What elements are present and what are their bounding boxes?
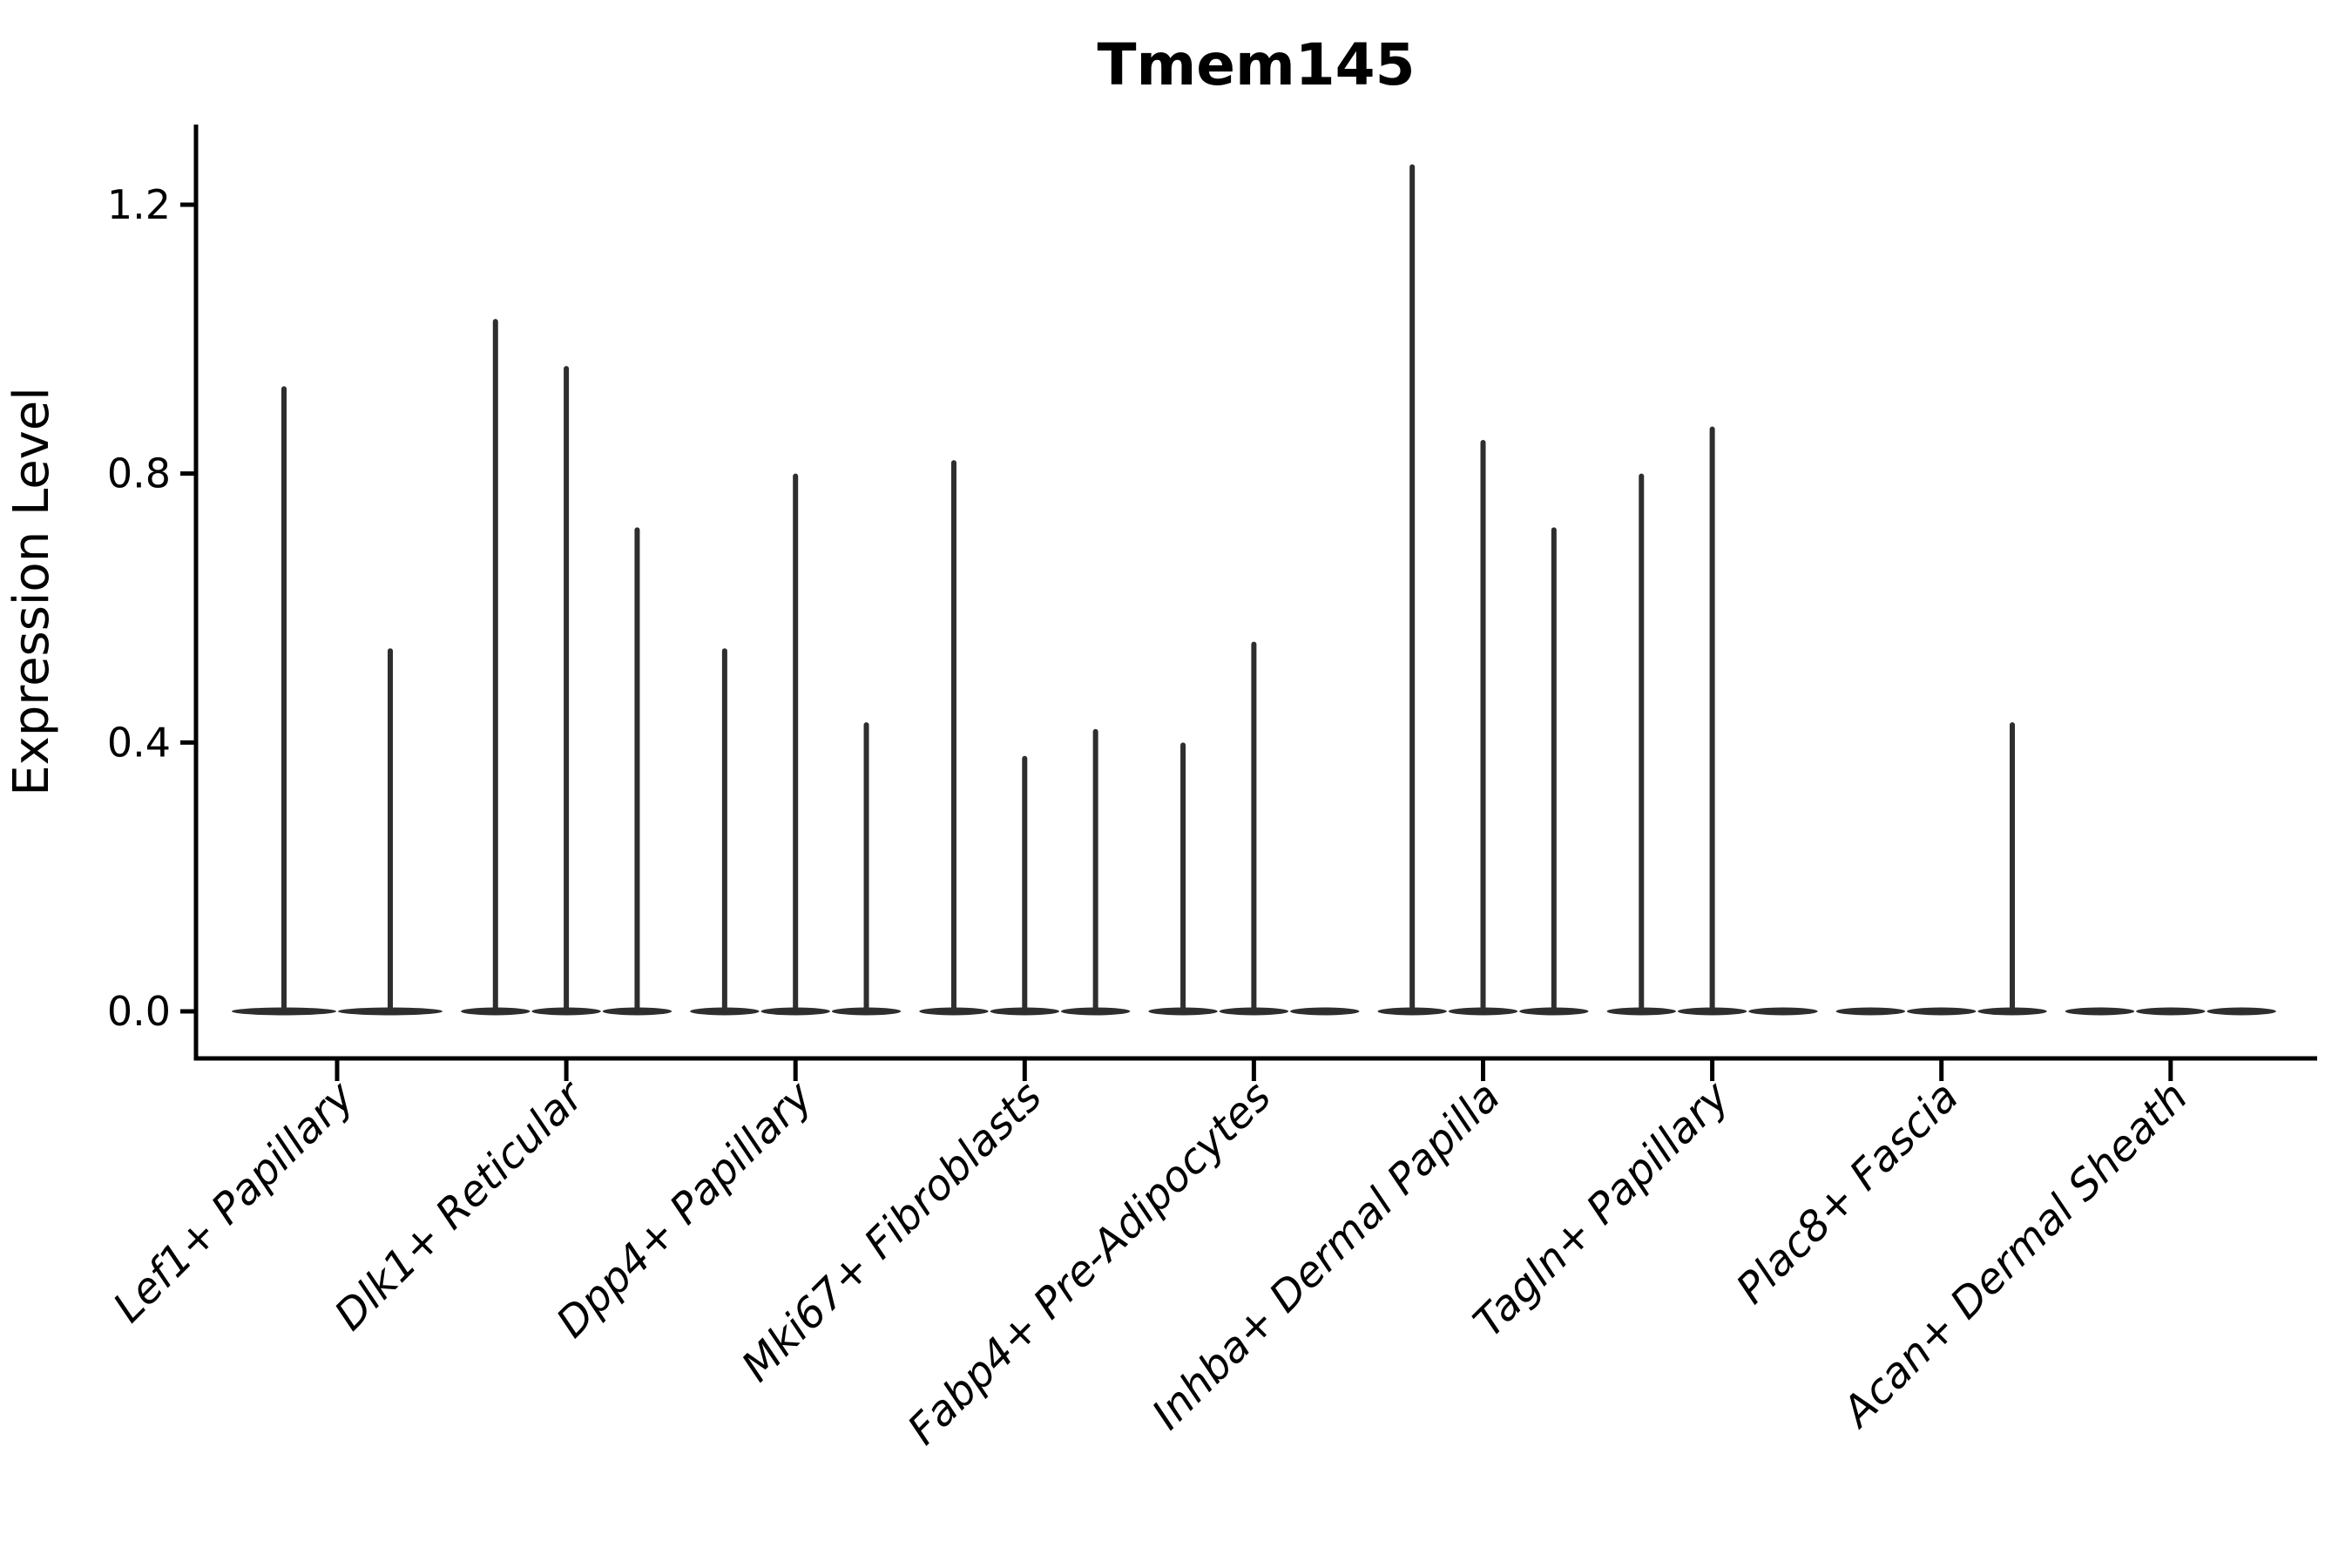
violin-group: [1835, 722, 2047, 1016]
violin-body: [2136, 1007, 2206, 1016]
violin-body: [1748, 1007, 1818, 1016]
violin-group: [690, 473, 902, 1016]
violin-group: [232, 386, 443, 1016]
violin-group: [919, 460, 1131, 1016]
x-tick-label: Dlk1+ Reticular: [325, 1071, 595, 1341]
violin-body: [1290, 1007, 1360, 1016]
x-tick-label: Dpp4+ Papillary: [547, 1071, 822, 1347]
y-axis-label: Expression Level: [3, 387, 60, 796]
violin-body: [1835, 1007, 1906, 1016]
violin-body: [2065, 1007, 2135, 1016]
violin-group: [1148, 641, 1360, 1016]
y-tick-label: 0.0: [107, 988, 171, 1035]
violin-body: [2207, 1007, 2276, 1016]
x-tick-label: Tagln+ Papillary: [1464, 1071, 1740, 1347]
violin-group: [2065, 1007, 2276, 1016]
violin-group: [461, 319, 672, 1016]
y-tick-label: 0.4: [107, 719, 171, 766]
violin-group: [1377, 164, 1589, 1016]
violin-body: [1907, 1007, 1977, 1016]
x-tick-label: Fabp4+ Pre-Adipocytes: [898, 1072, 1281, 1455]
x-tick-label: Lef1+ Papillary: [104, 1071, 364, 1332]
chart-title: Tmem145: [1097, 31, 1415, 98]
violins: [232, 164, 2276, 1016]
violin-group: [1606, 426, 1818, 1016]
x-tick-label: Plac8+ Fascia: [1727, 1072, 1969, 1314]
y-axis-ticks: 0.0 0.4 0.8 1.2: [107, 181, 196, 1035]
y-tick-label: 0.8: [107, 450, 171, 497]
y-tick-label: 1.2: [107, 181, 171, 228]
